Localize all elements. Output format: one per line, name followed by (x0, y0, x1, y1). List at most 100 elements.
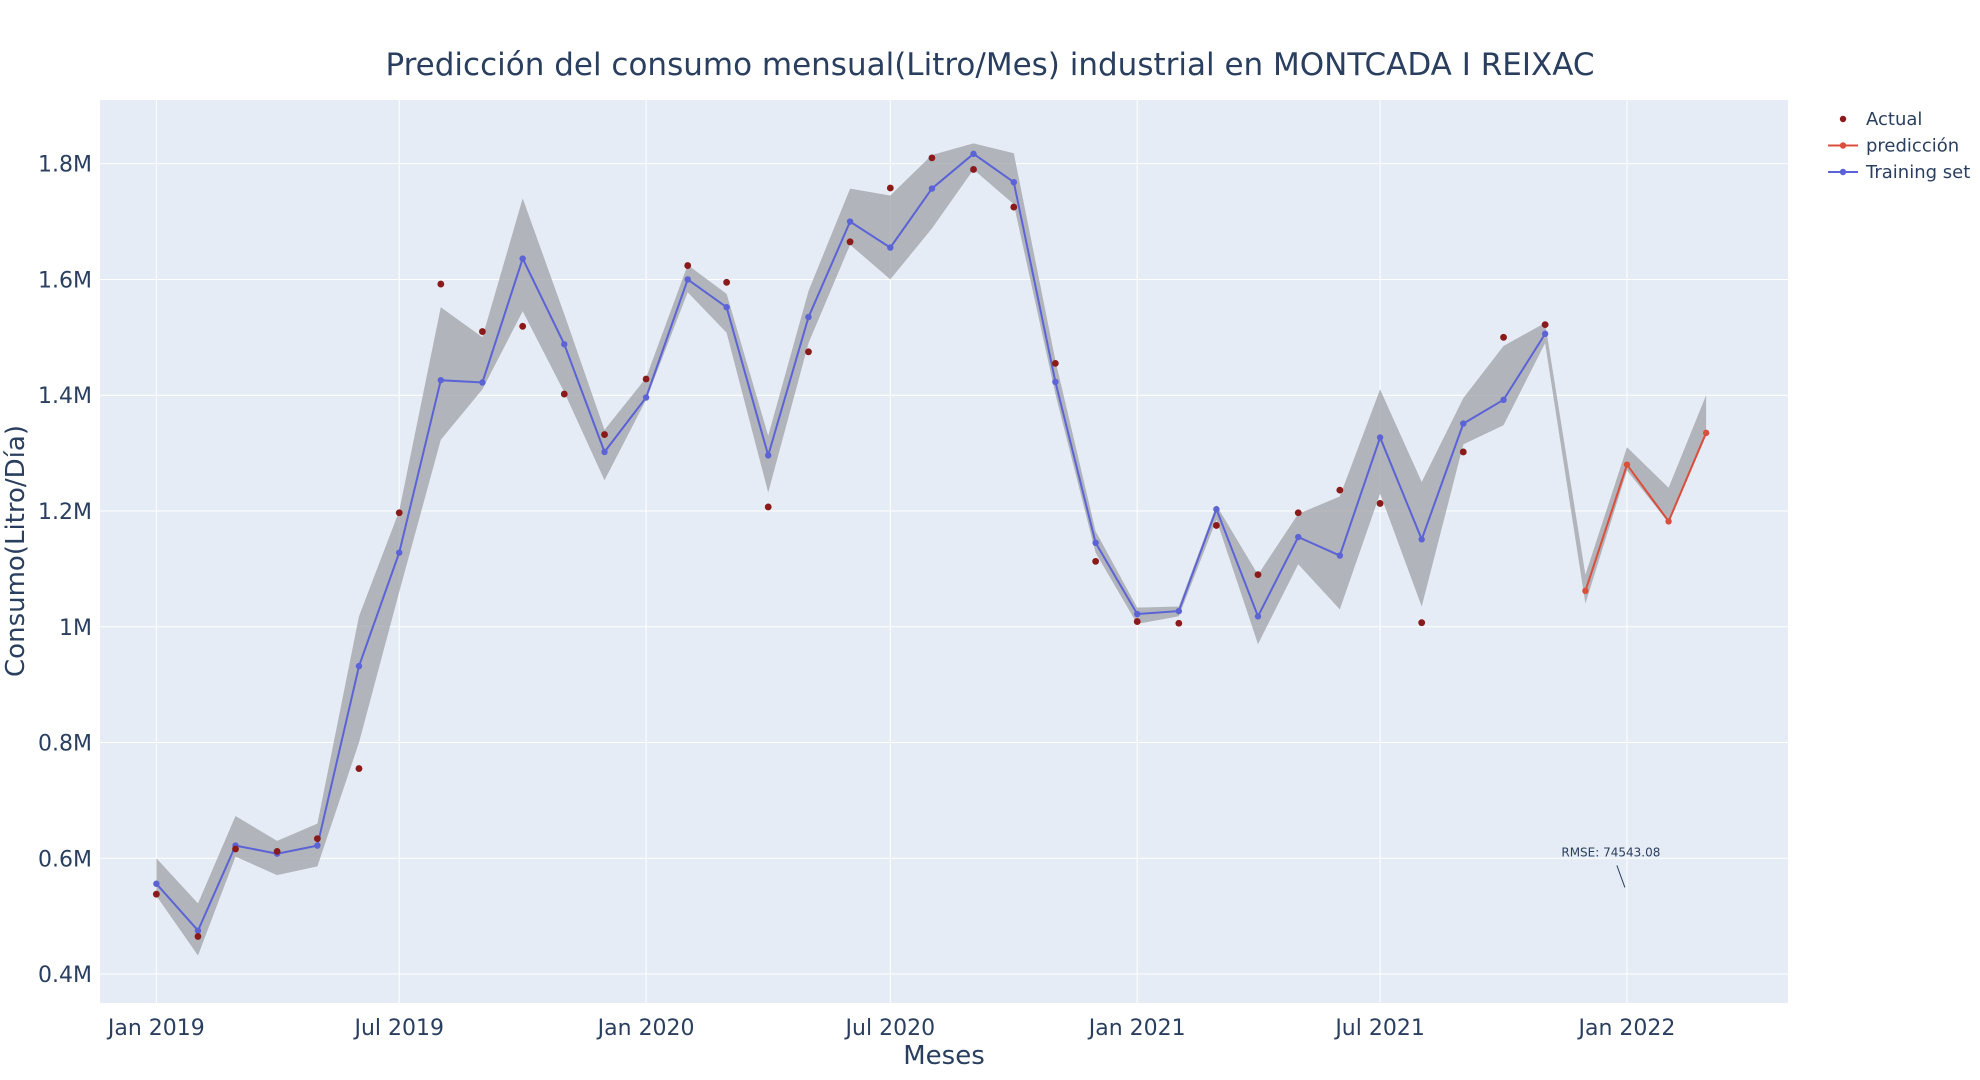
training-set-point (561, 341, 568, 348)
actual-point (437, 280, 445, 288)
x-tick-label: Jul 2019 (352, 1016, 444, 1041)
training-set-point (1418, 536, 1425, 543)
training-set-point (314, 842, 321, 849)
legend-swatch-marker (1839, 142, 1847, 149)
training-set-point (1336, 552, 1344, 559)
training-set-point (1460, 420, 1467, 427)
actual-point (642, 375, 650, 383)
y-tick-label: 1.2M (38, 500, 92, 525)
prediction-line (1584, 432, 1708, 592)
x-tick-label: Jan 2021 (1087, 1016, 1186, 1041)
actual-point (886, 184, 894, 192)
actual-point (1254, 571, 1262, 579)
actual-point (313, 835, 321, 843)
actual-point (928, 154, 936, 162)
training-set-point (1010, 178, 1017, 186)
series-points (152, 150, 1710, 940)
legend-swatch-marker (1839, 168, 1847, 176)
training-set-point (723, 304, 730, 311)
training-set-point (1175, 607, 1183, 615)
actual-point (846, 238, 854, 246)
training-set-point (887, 244, 894, 251)
training-set-point (970, 150, 977, 158)
actual-point (1294, 509, 1302, 517)
training-set-point (1254, 613, 1262, 620)
y-tick-label: 0.4M (38, 963, 92, 988)
prediction-point (1665, 518, 1672, 525)
legend[interactable]: Actual predicción Training set (1828, 109, 1970, 183)
actual-point (232, 845, 239, 853)
training-set-point (153, 880, 160, 887)
y-tick-label: 1M (59, 616, 92, 641)
actual-point (395, 509, 403, 517)
actual-point (723, 278, 731, 286)
training-set-point (1134, 610, 1141, 618)
actual-point (194, 933, 202, 940)
y-axis-ticks: 0.4M 0.6M 0.8M 1M 1.2M 1.4M 1.6M 1.8M (38, 153, 92, 988)
training-set-point (846, 218, 854, 225)
actual-point (1418, 619, 1426, 627)
plot-background (100, 100, 1788, 1003)
legend-item[interactable]: predicción (1828, 136, 1959, 157)
actual-point (1376, 500, 1384, 507)
legend-swatch-marker (1839, 115, 1847, 123)
training-set-point (1213, 506, 1220, 513)
training-set-point (684, 276, 691, 283)
training-set-point (928, 185, 936, 192)
legend-label: Actual (1866, 109, 1922, 130)
actual-point (1541, 321, 1549, 328)
training-set-point (479, 379, 486, 386)
actual-point (355, 765, 363, 772)
y-tick-label: 1.8M (38, 153, 92, 178)
x-tick-label: Jan 2019 (106, 1016, 205, 1041)
training-set-point (765, 452, 772, 459)
y-tick-label: 1.6M (38, 268, 92, 293)
actual-point (601, 431, 608, 438)
x-tick-label: Jan 2020 (596, 1016, 695, 1041)
annotation-arrow (1616, 865, 1626, 888)
actual-point (152, 890, 160, 898)
actual-point (1175, 619, 1183, 627)
training-set-point (437, 376, 445, 384)
actual-point (519, 322, 527, 330)
training-set-point (1500, 396, 1507, 404)
annotations: RMSE: 74543.08 (1561, 845, 1660, 888)
prediction-point (1623, 461, 1631, 468)
actual-point (1212, 522, 1220, 529)
actual-point (684, 262, 692, 269)
actual-point (970, 166, 977, 173)
training-set-point (519, 255, 526, 262)
actual-point (1133, 618, 1141, 625)
training-set-point (1052, 378, 1059, 386)
legend-label: predicción (1866, 136, 1959, 157)
actual-point (805, 348, 812, 356)
training-set-point (1541, 330, 1549, 338)
y-axis-title: Consumo(Litro/Día) (1, 425, 31, 677)
actual-point (273, 847, 281, 855)
actual-point (560, 390, 568, 398)
training-set-point (601, 448, 608, 456)
y-tick-label: 0.6M (38, 847, 92, 872)
actual-point (764, 503, 772, 511)
actual-point (1500, 333, 1507, 341)
x-tick-label: Jan 2022 (1577, 1016, 1676, 1041)
training-set-point (1376, 434, 1384, 441)
training-set-point (1295, 533, 1302, 541)
training-set-point (805, 313, 812, 321)
actual-point (1010, 203, 1018, 211)
legend-label: Training set (1865, 162, 1970, 183)
x-tick-label: Jul 2020 (844, 1016, 936, 1041)
x-axis-ticks: Jan 2019 Jul 2019 Jan 2020 Jul 2020 Jan 2021… (106, 1016, 1676, 1041)
training-set-point (355, 662, 363, 670)
legend-item[interactable]: Training set (1828, 162, 1970, 183)
training-set-point (396, 549, 403, 556)
rmse-annotation: RMSE: 74543.08 (1561, 845, 1660, 859)
actual-point (479, 328, 486, 335)
actual-point (1459, 448, 1467, 456)
training-set-point (1092, 539, 1099, 547)
legend-item[interactable]: Actual (1839, 109, 1923, 130)
x-axis-title: Meses (903, 1041, 985, 1071)
actual-point (1336, 486, 1344, 494)
prediction-point (1702, 429, 1710, 437)
